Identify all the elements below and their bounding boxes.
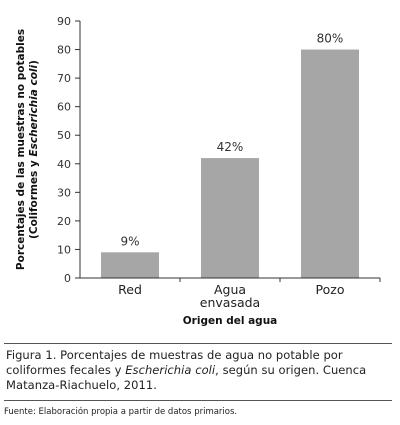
y-tick-label: 60 [57, 101, 71, 114]
caption-line-2: coliformes fecales y Escherichia coli, s… [6, 363, 390, 378]
category-label: Red [118, 282, 142, 297]
bar-value-label: 42% [217, 140, 244, 154]
bar-value-label: 9% [120, 234, 139, 248]
y-tick-label: 10 [57, 243, 71, 256]
bar-value-label: 80% [317, 32, 344, 46]
caption-line-3: Matanza-Riachuelo, 2011. [6, 378, 157, 392]
caption-line-1: Figura 1. Porcentajes de muestras de agu… [6, 348, 343, 362]
y-tick-label: 80 [57, 44, 71, 57]
y-tick-label: 0 [64, 272, 71, 285]
y-axis-title-line: Porcentajes de las muestras no potables [15, 29, 27, 270]
caption-top-rule [4, 343, 392, 344]
caption-bottom-rule [4, 400, 392, 401]
y-tick-label: 90 [57, 15, 71, 28]
caption-line-2-italic: Escherichia coli [125, 363, 216, 377]
y-axis-title-line: (Coliformes y Escherichia coli) [28, 60, 40, 239]
y-axis-title: Porcentajes de las muestras no potables(… [15, 29, 40, 270]
category-label: Pozo [316, 282, 345, 297]
category-label: envasada [200, 295, 260, 310]
y-tick-label: 40 [57, 158, 71, 171]
bar [201, 158, 259, 278]
y-tick-label: 70 [57, 72, 71, 85]
caption-line-2-after: , según su origen. Cuenca [215, 363, 367, 377]
y-tick-label: 20 [57, 215, 71, 228]
figure-caption: Figura 1. Porcentajes de muestras de agu… [6, 348, 390, 393]
bar [101, 252, 159, 278]
x-axis-title: Origen del agua [183, 315, 278, 327]
bars: 9% 42% 80% [101, 32, 359, 278]
bar-chart: Porcentajes de las muestras no potables(… [15, 15, 381, 327]
caption-line-2-before: coliformes fecales y [6, 363, 126, 377]
source-note: Fuente: Elaboración propia a partir de d… [4, 407, 238, 417]
category-label: Agua [214, 282, 246, 297]
y-tick-label: 50 [57, 129, 71, 142]
y-tick-label: 30 [57, 186, 71, 199]
y-axis-ticks: 0 10 20 30 40 50 60 70 80 90 [57, 15, 80, 285]
bar [301, 49, 359, 278]
